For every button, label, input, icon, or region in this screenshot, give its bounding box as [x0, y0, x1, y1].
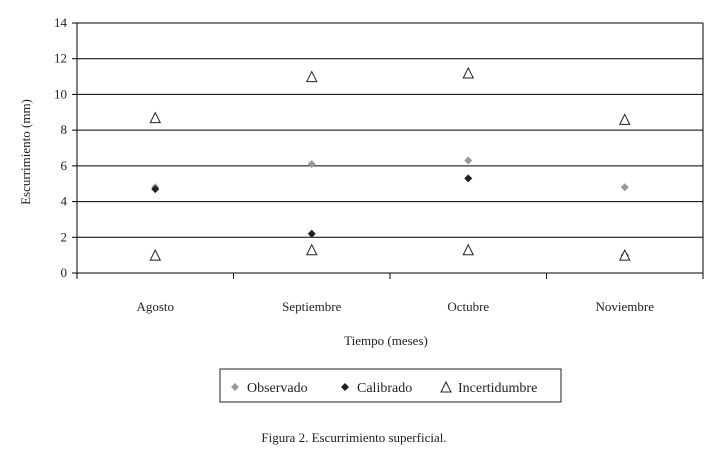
legend-marker-observado [231, 383, 239, 391]
x-tick-label: Octubre [447, 299, 489, 314]
y-axis-label: Escurrimiento (mm) [18, 99, 33, 205]
y-tick-label: 12 [54, 51, 67, 66]
legend-label-calibrado: Calibrado [357, 381, 412, 396]
legend-label-incertidumbre: Incertidumbre [458, 381, 537, 396]
legend-marker-calibrado [341, 383, 349, 391]
x-tick-label: Agosto [136, 299, 174, 314]
point-incertidumbre [149, 249, 162, 261]
x-tick-label: Noviembre [596, 299, 655, 314]
point-incertidumbre [618, 113, 631, 125]
x-tick-label: Septiembre [282, 299, 341, 314]
point-incertidumbre [462, 243, 475, 256]
gridlines [77, 22, 703, 238]
y-tick-label: 2 [61, 229, 68, 244]
point-calibrado [151, 185, 160, 194]
point-incertidumbre [149, 111, 162, 124]
y-tick-label: 4 [61, 194, 68, 209]
y-tick-label: 0 [61, 265, 68, 280]
axes [76, 23, 704, 274]
point-calibrado [464, 174, 473, 183]
point-incertidumbre [618, 249, 631, 261]
y-tick-label: 14 [54, 15, 68, 30]
data-points [149, 66, 631, 261]
y-axis-ticks: 0 2 4 6 8 10 12 14 [54, 15, 77, 280]
point-observado [620, 183, 629, 192]
legend: Observado Calibrado Incertidumbre [231, 380, 537, 396]
figure-caption: Figura 2. Escurrimiento superficial. [261, 430, 447, 445]
x-axis-ticks: Agosto Septiembre Octubre Noviembre [76, 273, 704, 314]
point-incertidumbre [305, 70, 318, 83]
point-observado [464, 156, 473, 165]
point-incertidumbre [305, 243, 318, 256]
legend-label-observado: Observado [247, 381, 308, 396]
legend-box [219, 368, 562, 403]
y-tick-label: 8 [61, 122, 68, 137]
y-tick-label: 10 [54, 86, 67, 101]
point-incertidumbre [462, 66, 475, 79]
point-calibrado [307, 229, 316, 238]
x-axis-label: Tiempo (meses) [344, 333, 428, 348]
legend-marker-incertidumbre [440, 380, 452, 393]
y-tick-label: 6 [61, 158, 68, 173]
point-observado [307, 160, 316, 169]
